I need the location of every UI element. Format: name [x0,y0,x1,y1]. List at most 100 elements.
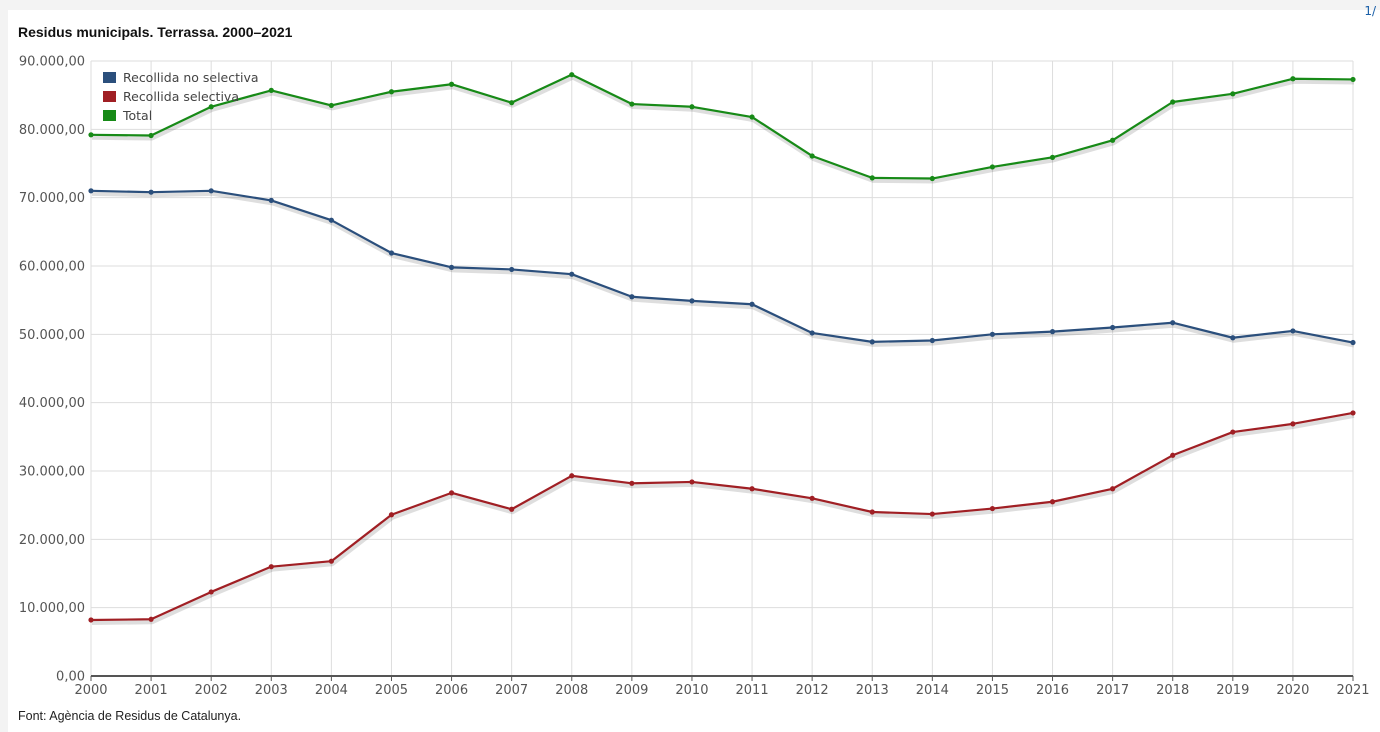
data-point-recollida-no-selectiva[interactable] [809,330,815,336]
data-point-recollida-selectiva[interactable] [448,490,455,496]
data-point-total[interactable] [989,164,996,170]
data-point-total[interactable] [328,102,334,109]
data-point-total[interactable] [1110,137,1116,143]
data-point-total[interactable] [509,100,515,106]
data-point-recollida-no-selectiva[interactable] [1230,335,1236,341]
data-point-recollida-selectiva[interactable] [989,505,996,512]
data-point-recollida-no-selectiva[interactable] [509,266,515,273]
data-point-total[interactable] [208,104,214,110]
x-tick-label: 2015 [976,683,1009,698]
y-tick-label: 0,00 [56,670,85,685]
x-tick-label: 2021 [1336,683,1369,698]
data-point-recollida-selectiva[interactable] [328,558,334,564]
data-point-recollida-no-selectiva[interactable] [569,271,575,277]
data-point-recollida-no-selectiva[interactable] [88,188,94,194]
legend-swatch-recollida-no-selectiva [103,72,116,83]
data-point-recollida-selectiva[interactable] [929,511,935,517]
x-tick-label: 2011 [736,683,769,698]
series-shadow-total [91,75,1355,184]
data-point-recollida-selectiva[interactable] [629,480,635,486]
data-point-recollida-selectiva[interactable] [1110,486,1116,492]
data-point-recollida-no-selectiva[interactable] [629,294,635,300]
x-tick-label: 2005 [375,683,408,698]
series-line-recollida-selectiva [90,411,1354,622]
data-point-recollida-selectiva[interactable] [268,564,274,570]
x-tick-label: 2009 [615,683,648,698]
data-point-recollida-no-selectiva[interactable] [268,197,274,203]
data-point-recollida-selectiva[interactable] [1049,499,1056,505]
data-point-total[interactable] [1170,99,1176,105]
data-point-total[interactable] [1350,76,1356,83]
data-point-recollida-selectiva[interactable] [509,506,515,512]
chart-title: Residus municipals. Terrassa. 2000–2021 [18,24,293,40]
data-point-total[interactable] [148,132,154,139]
y-tick-label: 10.000,00 [19,601,85,616]
x-tick-label: 2003 [255,683,288,698]
data-point-recollida-selectiva[interactable] [388,512,395,518]
data-point-recollida-no-selectiva[interactable] [1350,339,1356,346]
data-point-total[interactable] [929,175,935,182]
legend-label-total: Total [122,108,152,123]
data-point-recollida-selectiva[interactable] [1230,429,1236,435]
data-point-total[interactable] [1049,154,1056,160]
data-point-total[interactable] [1290,76,1296,82]
data-point-total[interactable] [689,104,695,110]
data-point-recollida-no-selectiva[interactable] [989,331,996,337]
data-point-recollida-selectiva[interactable] [869,509,875,515]
x-tick-label: 2012 [796,683,829,698]
data-point-recollida-no-selectiva[interactable] [929,337,935,344]
data-point-recollida-selectiva[interactable] [689,479,695,485]
x-tick-label: 2017 [1096,683,1129,698]
x-tick-label: 2018 [1156,683,1189,698]
chart-panel: 1/ [8,4,1380,732]
pagination-indicator: 1/ [1364,4,1376,18]
data-point-recollida-selectiva[interactable] [1170,452,1176,458]
data-point-recollida-no-selectiva[interactable] [869,339,875,345]
y-tick-label: 20.000,00 [19,533,85,548]
data-point-recollida-no-selectiva[interactable] [1290,328,1296,334]
y-tick-label: 70.000,00 [19,191,85,206]
x-tick-label: 2020 [1276,683,1309,698]
data-point-recollida-no-selectiva[interactable] [448,264,455,270]
legend-label-recollida-no-selectiva: Recollida no selectiva [123,70,259,85]
data-point-recollida-selectiva[interactable] [809,495,815,501]
data-point-total[interactable] [809,153,815,159]
x-tick-label: 2007 [495,683,528,698]
data-point-recollida-selectiva[interactable] [749,486,755,492]
data-point-recollida-no-selectiva[interactable] [328,217,334,223]
x-tick-label: 2002 [195,683,228,698]
data-point-recollida-no-selectiva[interactable] [1049,329,1056,335]
x-tick-label: 2010 [675,683,708,698]
data-point-total[interactable] [749,114,755,120]
data-point-total[interactable] [629,101,635,107]
data-point-recollida-no-selectiva[interactable] [1110,324,1116,331]
x-tick-label: 2019 [1216,683,1249,698]
data-point-recollida-no-selectiva[interactable] [689,298,695,304]
data-point-total[interactable] [448,81,455,87]
data-point-total[interactable] [388,89,395,95]
data-point-recollida-selectiva[interactable] [88,617,94,623]
y-tick-label: 40.000,00 [19,396,85,411]
data-point-recollida-no-selectiva[interactable] [749,301,755,307]
data-point-recollida-no-selectiva[interactable] [388,250,395,256]
x-tick-label: 2001 [135,683,168,698]
data-point-recollida-selectiva[interactable] [208,589,214,595]
data-point-total[interactable] [569,72,575,78]
series-line-recollida-no-selectiva [90,189,1354,344]
x-tick-label: 2006 [435,683,468,698]
y-tick-label: 60.000,00 [19,260,85,275]
x-tick-label: 2004 [315,683,348,698]
data-point-recollida-selectiva[interactable] [148,616,154,622]
data-point-recollida-selectiva[interactable] [569,473,575,479]
data-point-total[interactable] [268,87,274,93]
data-point-recollida-no-selectiva[interactable] [1170,320,1176,326]
data-point-total[interactable] [869,175,875,181]
data-point-recollida-selectiva[interactable] [1290,421,1296,427]
x-tick-label: 2013 [856,683,889,698]
data-point-recollida-no-selectiva[interactable] [208,188,214,194]
data-point-recollida-selectiva[interactable] [1350,410,1356,416]
data-point-total[interactable] [88,132,94,138]
data-point-recollida-no-selectiva[interactable] [148,189,154,195]
data-point-total[interactable] [1230,91,1236,97]
